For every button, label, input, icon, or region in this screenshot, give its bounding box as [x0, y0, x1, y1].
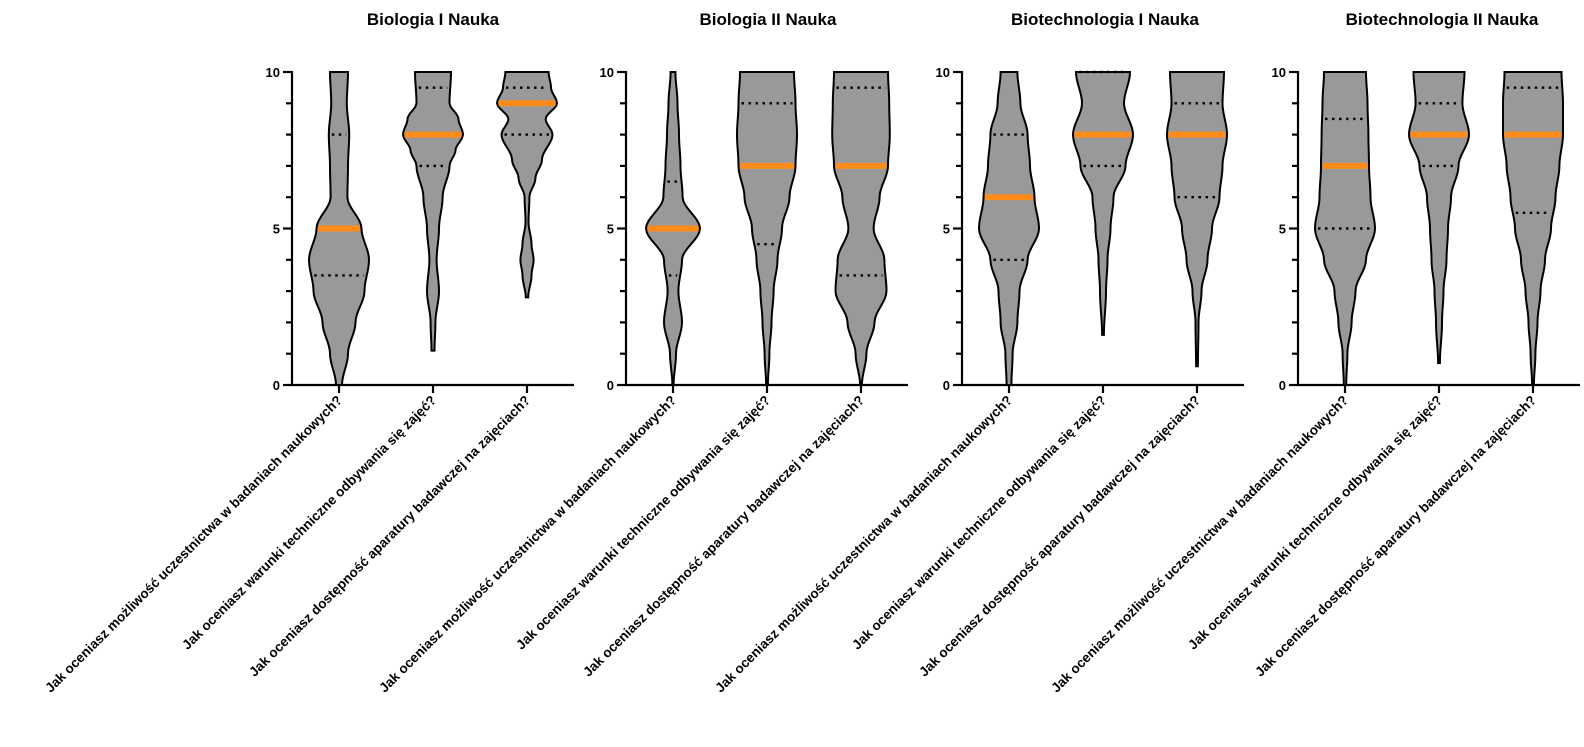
- x-category-label: Jak oceniasz możliwość uczestnictwa w ba…: [376, 393, 679, 696]
- y-tick-label: 5: [1279, 222, 1286, 237]
- violin-panel: Biologia I Nauka 0 5 10 Jak oceniasz możliwo…: [42, 10, 574, 695]
- y-tick-label: 10: [266, 65, 280, 80]
- violin-shape: [1071, 71, 1135, 336]
- violin-shape: [1408, 71, 1470, 365]
- panel-title: Biotechnologia II Nauka: [1346, 10, 1539, 29]
- violin-shape: [1313, 71, 1377, 386]
- y-tick-label: 10: [600, 65, 614, 80]
- y-tick-label: 5: [273, 222, 280, 237]
- violin-shape: [977, 71, 1041, 386]
- y-tick-label: 10: [936, 65, 950, 80]
- violin-shape: [735, 71, 799, 386]
- y-tick-label: 0: [943, 378, 950, 393]
- violin-shape: [401, 71, 465, 352]
- y-tick-label: 5: [607, 222, 614, 237]
- y-tick-label: 5: [943, 222, 950, 237]
- x-category-label: Jak oceniasz możliwość uczestnictwa w ba…: [42, 393, 345, 696]
- panel-title: Biologia I Nauka: [367, 10, 500, 29]
- x-category-label: Jak oceniasz możliwość uczestnictwa w ba…: [1048, 393, 1351, 696]
- y-tick-label: 0: [607, 378, 614, 393]
- x-category-label: Jak oceniasz możliwość uczestnictwa w ba…: [712, 393, 1015, 696]
- violin-shape: [1165, 71, 1229, 368]
- y-tick-label: 0: [1279, 378, 1286, 393]
- panel-title: Biotechnologia I Nauka: [1011, 10, 1200, 29]
- violin-panel: Biotechnologia II Nauka 0 5 10 Jak oceniasz …: [1048, 10, 1580, 695]
- violin-shape: [1502, 71, 1564, 386]
- y-tick-label: 0: [273, 378, 280, 393]
- y-tick-label: 10: [1272, 65, 1286, 80]
- violin-shape: [495, 71, 559, 299]
- panel-title: Biologia II Nauka: [700, 10, 838, 29]
- violin-shape: [831, 71, 891, 386]
